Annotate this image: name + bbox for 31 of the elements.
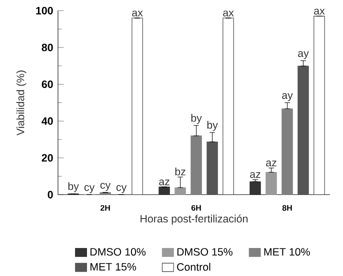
data-label: cy	[116, 185, 127, 194]
data-label: by	[191, 114, 202, 124]
legend-label: DMSO 15%	[177, 248, 232, 256]
y-tick-label: 60	[42, 80, 53, 88]
data-label: ax	[132, 10, 143, 16]
x-axis-title: Horas post-fertilización	[140, 214, 248, 225]
data-label: ay	[282, 93, 293, 102]
data-label: ax	[314, 8, 325, 15]
x-tick-label: 6H	[191, 205, 201, 211]
data-label: az	[250, 172, 260, 178]
y-tick-label: 100	[36, 6, 53, 14]
y-tick-label: 0	[48, 190, 53, 198]
x-tick-label: 8H	[282, 205, 292, 211]
x-tick-label: 2H	[100, 205, 110, 211]
data-label: cy	[84, 185, 95, 194]
y-tick-label: 40	[42, 117, 53, 125]
legend-label: Control	[177, 262, 210, 271]
data-label: by	[207, 120, 218, 131]
y-tick-label: 80	[42, 44, 53, 52]
data-label: bz	[175, 168, 186, 176]
data-label: cy	[100, 182, 111, 191]
legend-label: MET 15%	[90, 263, 136, 271]
y-tick-label: 20	[42, 154, 53, 162]
data-label: by	[68, 182, 79, 192]
legend-label: DMSO 10%	[90, 248, 146, 256]
data-label: az	[266, 160, 276, 166]
y-axis-title: Viabilidad (%)	[16, 70, 26, 136]
data-label: ay	[298, 51, 309, 60]
data-label: ax	[223, 10, 234, 16]
legend-label: MET 10%	[264, 248, 310, 256]
data-label: az	[159, 180, 170, 186]
